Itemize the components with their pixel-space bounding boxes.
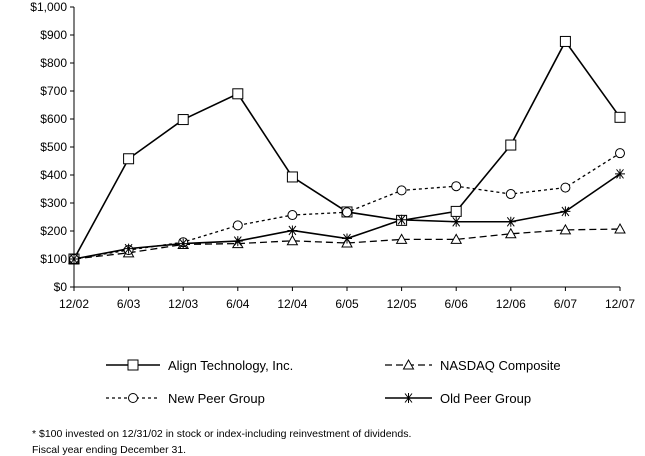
data-point-align-technology-inc (614, 111, 626, 123)
legend-label: New Peer Group (168, 391, 265, 406)
data-point-nasdaq-composite (286, 234, 299, 246)
data-point-new-peer-group (396, 185, 407, 196)
y-tick-label: $100 (40, 252, 67, 266)
legend-swatch-marker (402, 358, 415, 370)
y-tick-label: $900 (40, 28, 67, 42)
x-tick-label: 6/03 (117, 297, 141, 311)
x-axis-ticks: 12/02 6/03 12/03 6/04 12/04 6/05 12/05 6/06 12/0… (59, 287, 635, 311)
series-markers (68, 35, 626, 265)
y-axis-ticks: $0 $100 $200 $300 $400 $500 $600 $700 $800 $900 $1… (30, 0, 74, 294)
y-tick-label: $300 (40, 196, 67, 210)
data-point-old-peer-group (560, 206, 571, 217)
y-tick-label: $0 (54, 280, 68, 294)
legend-label: Align Technology, Inc. (168, 358, 293, 373)
series-line-nasdaq-composite (73, 228, 621, 260)
data-point-align-technology-inc (232, 88, 244, 100)
y-tick-label: $1,000 (30, 0, 67, 14)
data-point-align-technology-inc (450, 205, 462, 217)
legend-label: Old Peer Group (440, 391, 531, 406)
legend: Align Technology, Inc. NASDAQ Composite Ne… (106, 358, 561, 406)
data-point-nasdaq-composite (559, 223, 572, 235)
data-point-old-peer-group (615, 168, 625, 179)
legend-item-old-peer-group: Old Peer Group (385, 391, 531, 406)
data-point-old-peer-group (69, 254, 79, 264)
data-point-align-technology-inc (559, 35, 571, 47)
data-point-new-peer-group (560, 182, 571, 193)
data-point-old-peer-group (505, 216, 516, 227)
footnote: * $100 invested on 12/31/02 in stock or … (32, 428, 412, 440)
x-tick-label: 12/02 (59, 297, 89, 311)
y-tick-label: $200 (40, 224, 67, 238)
data-point-nasdaq-composite (614, 223, 626, 234)
fiscal-year-note: Fiscal year ending December 31. (32, 444, 187, 456)
data-point-align-technology-inc (505, 139, 517, 151)
y-tick-label: $500 (40, 140, 67, 154)
x-tick-label: 6/06 (445, 297, 469, 311)
data-point-old-peer-group (287, 225, 298, 236)
data-point-new-peer-group (451, 181, 462, 192)
x-tick-label: 12/06 (496, 297, 526, 311)
y-tick-label: $400 (40, 168, 67, 182)
data-point-old-peer-group (123, 243, 134, 254)
x-tick-label: 12/07 (605, 297, 635, 311)
data-point-old-peer-group (451, 216, 462, 227)
legend-item-align-technology-inc: Align Technology, Inc. (106, 358, 293, 373)
data-point-new-peer-group (505, 189, 516, 200)
data-point-new-peer-group (287, 210, 298, 221)
y-tick-label: $700 (40, 84, 67, 98)
x-tick-label: 6/04 (226, 297, 250, 311)
legend-item-nasdaq-composite: NASDAQ Composite (385, 358, 561, 373)
legend-swatch-marker (403, 393, 414, 403)
legend-swatch-marker (128, 393, 138, 403)
legend-item-new-peer-group: New Peer Group (106, 391, 265, 406)
x-tick-label: 6/07 (554, 297, 578, 311)
data-point-nasdaq-composite (395, 233, 408, 244)
x-tick-label: 6/05 (335, 297, 359, 311)
data-point-nasdaq-composite (450, 233, 463, 244)
series-line-align-technology-inc (73, 39, 621, 260)
series-lines (73, 39, 621, 260)
data-point-align-technology-inc (123, 153, 135, 165)
x-tick-label: 12/04 (277, 297, 307, 311)
x-tick-label: 12/05 (387, 297, 417, 311)
data-point-new-peer-group (615, 148, 625, 159)
data-point-old-peer-group (396, 214, 407, 225)
legend-label: NASDAQ Composite (440, 358, 561, 373)
data-point-old-peer-group (342, 233, 352, 244)
y-tick-label: $800 (40, 56, 67, 70)
data-point-align-technology-inc (177, 114, 189, 126)
data-point-new-peer-group (232, 220, 243, 231)
data-point-align-technology-inc (286, 171, 298, 183)
legend-swatch-marker (127, 359, 139, 371)
data-point-old-peer-group (232, 236, 243, 247)
data-point-nasdaq-composite (504, 227, 517, 239)
y-tick-label: $600 (40, 112, 67, 126)
data-point-old-peer-group (178, 238, 189, 249)
x-tick-label: 12/03 (168, 297, 198, 311)
data-point-new-peer-group (342, 207, 352, 218)
